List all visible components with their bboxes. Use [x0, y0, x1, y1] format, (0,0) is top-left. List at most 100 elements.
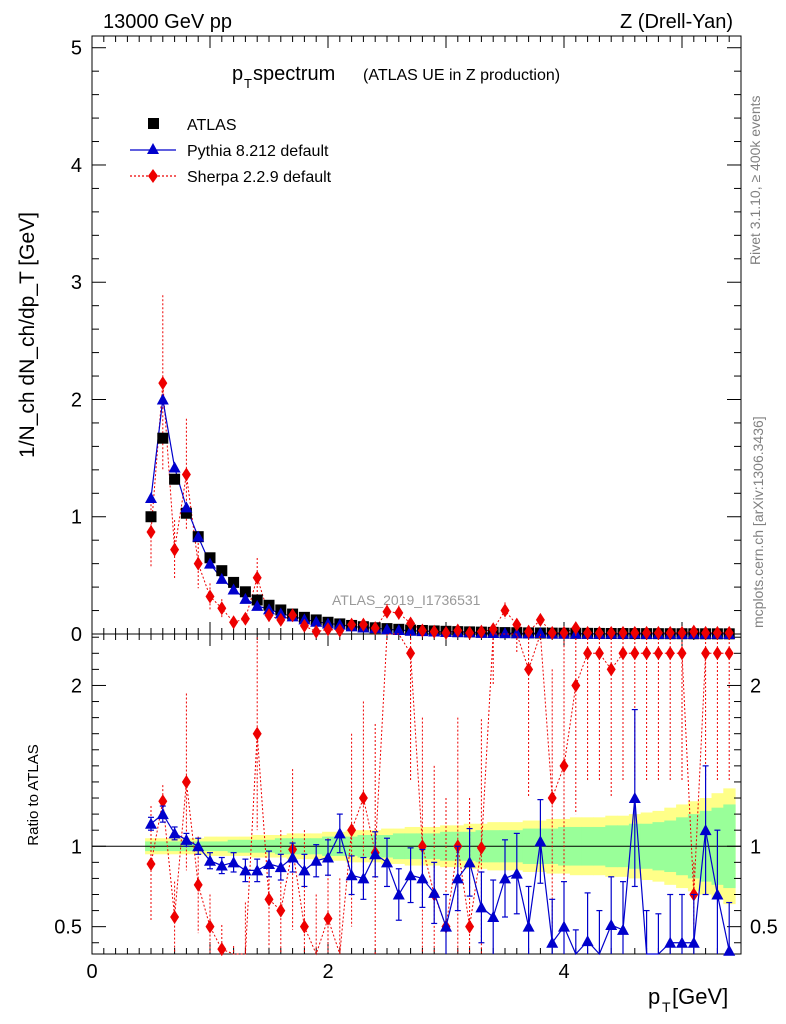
atlas-data-point	[169, 473, 181, 485]
sherpa-ratio-point	[264, 892, 274, 907]
legend-marker-pythia	[147, 143, 159, 154]
legend-label-sherpa: Sherpa 2.2.9 default	[187, 169, 332, 186]
pythia-ratio-point	[251, 864, 264, 876]
pythia-main-point	[392, 624, 405, 636]
sherpa-main-point	[488, 622, 498, 637]
sherpa-main-point	[571, 621, 581, 636]
header-process: Z (Drell-Yan)	[620, 11, 733, 33]
pythia-ratio-point	[499, 872, 511, 884]
pythia-main-point	[534, 626, 547, 638]
pythia-ratio-point	[416, 872, 429, 884]
sherpa-main-point	[524, 624, 534, 639]
sherpa-ratio-point	[476, 840, 486, 855]
pythia-main-point	[499, 627, 511, 639]
sherpa-main-point	[583, 625, 593, 640]
x-tick-label: 2	[322, 961, 333, 983]
pythia-main-point	[192, 530, 205, 542]
sherpa-ratio-point	[712, 646, 722, 661]
pythia-ratio-point	[510, 867, 523, 879]
header-collision: 13000 GeV pp	[103, 11, 232, 33]
pythia-ratio-point	[581, 935, 594, 947]
pythia-ratio-point	[487, 911, 500, 923]
x-tick-label: 4	[558, 961, 569, 983]
sherpa-main-point	[453, 623, 463, 638]
pythia-main-point	[510, 627, 523, 639]
ratio-y-tick-label-right: 0.5	[750, 917, 778, 939]
pythia-ratio-point	[381, 856, 393, 868]
sherpa-ratio-point	[299, 919, 309, 934]
sherpa-main-point	[547, 625, 557, 640]
sherpa-main-point	[323, 622, 333, 637]
sherpa-main-point	[500, 603, 510, 618]
pythia-ratio-point	[664, 936, 677, 948]
sherpa-main-point	[193, 556, 203, 571]
ratio-panel-frame	[91, 633, 742, 955]
sherpa-ratio-point	[347, 823, 357, 838]
sherpa-ratio-point	[205, 919, 215, 934]
sherpa-main-point	[642, 625, 652, 640]
sherpa-main-point	[441, 625, 451, 640]
ratio-y-tick-label-left: 2	[71, 675, 82, 697]
pythia-ratio-point	[605, 919, 618, 931]
ratio-ylabel: Ratio to ATLAS	[25, 744, 42, 845]
sherpa-main-point	[276, 612, 286, 627]
pythia-ratio-point	[440, 920, 452, 932]
sherpa-ratio-point	[193, 877, 203, 892]
pythia-ratio-point	[274, 861, 287, 873]
ratio-y-tick-label-right: 2	[750, 675, 761, 697]
pythia-main-point	[215, 572, 228, 584]
main-y-tick-label: 2	[71, 389, 82, 411]
sherpa-main-point	[264, 608, 274, 623]
sherpa-main-point	[217, 601, 227, 616]
sherpa-ratio-point	[571, 678, 581, 693]
legend-label-atlas: ATLAS	[187, 117, 237, 134]
pythia-ratio-point	[215, 859, 228, 871]
sherpa-ratio-point	[653, 646, 663, 661]
sherpa-main-point	[229, 615, 239, 630]
xlabel-unit: [GeV]	[672, 984, 728, 1009]
title-sub: T	[244, 76, 252, 91]
sherpa-ratio-point	[594, 646, 604, 661]
sherpa-ratio-point	[677, 646, 687, 661]
ratio-y-tick-label-left: 1	[71, 836, 82, 858]
pythia-main-point	[381, 623, 393, 635]
sherpa-main-point	[394, 605, 404, 620]
sherpa-ratio-point	[559, 758, 569, 773]
sherpa-main-point	[465, 625, 475, 640]
sherpa-ratio-point	[642, 646, 652, 661]
sherpa-main-point	[594, 625, 604, 640]
pythia-ratio-point	[298, 864, 311, 876]
sherpa-ratio-point	[181, 774, 191, 789]
sherpa-ratio-point	[217, 942, 227, 957]
sherpa-main-point	[170, 542, 180, 557]
main-y-tick-label: 5	[71, 38, 82, 60]
pythia-main-point	[227, 583, 240, 595]
pythia-main-point	[156, 393, 169, 405]
mcplots-label: mcplots.cern.ch [arXiv:1306.3436]	[750, 416, 766, 628]
pythia-ratio-point	[310, 854, 323, 866]
atlas-data-point	[157, 432, 169, 444]
sherpa-main-point	[311, 624, 321, 639]
pythia-ratio-point	[404, 869, 417, 881]
pythia-ratio-point	[263, 857, 275, 869]
pythia-ratio-point	[168, 827, 181, 839]
pythia-ratio-point	[475, 901, 488, 913]
main-y-tick-label: 1	[71, 507, 82, 529]
sherpa-main-point	[181, 467, 191, 482]
sherpa-ratio-point	[358, 791, 368, 806]
sherpa-main-point	[665, 625, 675, 640]
pythia-ratio-point	[451, 872, 464, 884]
sherpa-ratio-point	[630, 646, 640, 661]
sherpa-ratio-point	[724, 646, 734, 661]
pythia-ratio-point	[145, 817, 157, 829]
pythia-ratio-point	[617, 923, 629, 935]
pythia-main-point	[204, 557, 216, 569]
sherpa-main-point	[677, 625, 687, 640]
sherpa-ratio-point	[276, 903, 286, 918]
rivet-label: Rivet 3.1.10, ≥ 400k events	[747, 95, 763, 265]
sherpa-ratio-point	[146, 856, 156, 871]
pythia-main-point	[239, 592, 252, 604]
atlas-data-point	[180, 507, 192, 519]
pythia-ratio-point	[369, 848, 382, 860]
sherpa-main-point	[240, 611, 250, 626]
